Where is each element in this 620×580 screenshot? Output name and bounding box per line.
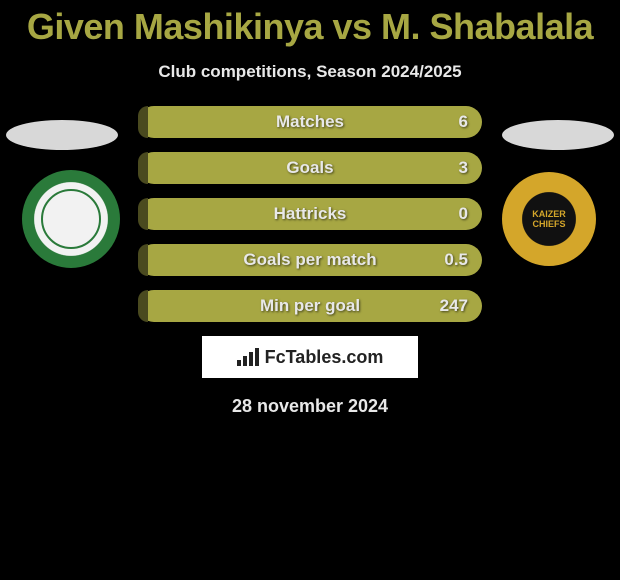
stat-row: Goals 3 — [138, 152, 482, 184]
club-left-logo-inner — [41, 189, 101, 249]
stat-bar-track: Matches 6 — [138, 106, 482, 138]
bar-chart-icon — [237, 348, 259, 366]
stat-label: Hattricks — [138, 198, 482, 230]
comparison-panel: KAIZERCHIEFS Matches 6 Goals 3 Hattricks… — [0, 106, 620, 417]
stat-bar-track: Goals 3 — [138, 152, 482, 184]
stat-value-right: 3 — [459, 152, 468, 184]
stat-row: Min per goal 247 — [138, 290, 482, 322]
stat-value-right: 0 — [459, 198, 468, 230]
player-right-avatar-placeholder — [502, 120, 614, 150]
stat-label: Matches — [138, 106, 482, 138]
stat-row: Goals per match 0.5 — [138, 244, 482, 276]
player-left-avatar-placeholder — [6, 120, 118, 150]
stat-label: Goals — [138, 152, 482, 184]
stat-bar-track: Goals per match 0.5 — [138, 244, 482, 276]
stat-label: Goals per match — [138, 244, 482, 276]
club-right-logo-inner: KAIZERCHIEFS — [532, 209, 566, 229]
stat-bar-track: Min per goal 247 — [138, 290, 482, 322]
brand-text: FcTables.com — [265, 347, 384, 368]
stat-value-right: 6 — [459, 106, 468, 138]
page-subtitle: Club competitions, Season 2024/2025 — [0, 62, 620, 82]
stat-bar-track: Hattricks 0 — [138, 198, 482, 230]
club-left-logo — [22, 170, 120, 268]
page-title: Given Mashikinya vs M. Shabalala — [0, 0, 620, 48]
stat-value-right: 0.5 — [444, 244, 468, 276]
stat-row: Matches 6 — [138, 106, 482, 138]
stat-value-right: 247 — [440, 290, 468, 322]
brand-box: FcTables.com — [202, 336, 418, 378]
stats-bars: Matches 6 Goals 3 Hattricks 0 Goals per … — [138, 106, 482, 322]
stat-row: Hattricks 0 — [138, 198, 482, 230]
stat-label: Min per goal — [138, 290, 482, 322]
comparison-date: 28 november 2024 — [0, 396, 620, 417]
club-right-logo: KAIZERCHIEFS — [500, 170, 598, 268]
